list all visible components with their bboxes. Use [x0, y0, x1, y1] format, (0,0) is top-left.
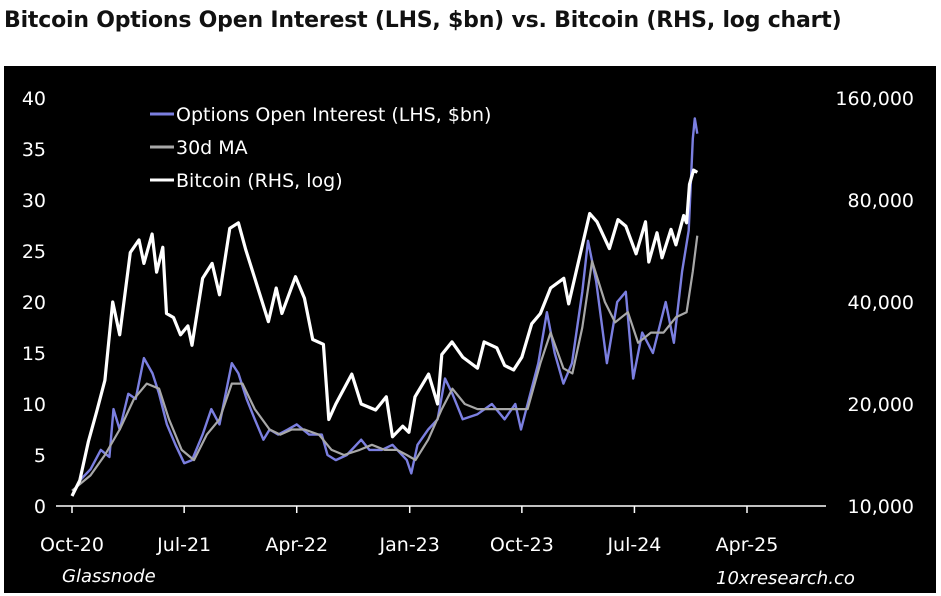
y-left-tick-label: 15 [22, 343, 46, 365]
bottom-axis: Oct-20 Jul-21 Apr-22 Jan-23 Oct-23 Jul-24 Apr-… [40, 505, 826, 556]
legend-label-ma: 30d MA [176, 137, 248, 159]
x-tick-label: Apr-22 [265, 534, 328, 556]
x-tick-label: Jan-23 [379, 534, 440, 556]
series-layer [70, 117, 699, 497]
y-left-tick-label: 25 [22, 241, 46, 263]
legend-label-btc: Bitcoin (RHS, log) [176, 170, 343, 192]
source-10xresearch: 10xresearch.co [716, 568, 855, 589]
x-tick-label: Oct-23 [490, 534, 554, 556]
y-left-tick-label: 20 [22, 292, 46, 314]
x-tick-label: Apr-25 [716, 534, 779, 556]
right-axis: 10,000 20,000 40,000 80,000 160,000 [835, 88, 914, 518]
x-tick-label: Jul-24 [606, 534, 661, 556]
y-left-tick-label: 0 [34, 496, 46, 518]
y-left-tick-label: 10 [22, 394, 46, 416]
legend-label-oi: Options Open Interest (LHS, $bn) [176, 104, 491, 126]
y-right-tick-label: 10,000 [848, 496, 914, 518]
series-line-30d-ma [71, 235, 699, 492]
legend-entry-btc: Bitcoin (RHS, log) [150, 170, 343, 192]
legend: Options Open Interest (LHS, $bn) 30d MA … [150, 104, 491, 192]
y-left-tick-label: 40 [22, 88, 46, 110]
chart-title: Bitcoin Options Open Interest (LHS, $bn)… [4, 8, 842, 33]
y-left-tick-label: 5 [34, 445, 46, 467]
y-left-tick-label: 35 [22, 139, 46, 161]
legend-entry-ma: 30d MA [150, 137, 248, 159]
x-tick-label: Jul-21 [156, 534, 211, 556]
chart-svg: 0 5 10 15 20 25 30 35 40 10,000 20,000 40,000 80,00… [22, 88, 914, 589]
chart-panel: 0 5 10 15 20 25 30 35 40 10,000 20,000 40,000 80,00… [4, 66, 936, 593]
y-right-tick-label: 40,000 [848, 292, 914, 314]
series-line-bitcoin [70, 168, 699, 497]
y-right-tick-label: 160,000 [835, 88, 914, 110]
left-axis: 0 5 10 15 20 25 30 35 40 [22, 88, 46, 518]
y-right-tick-label: 80,000 [848, 190, 914, 212]
legend-entry-oi: Options Open Interest (LHS, $bn) [150, 104, 491, 126]
x-tick-label: Oct-20 [40, 534, 104, 556]
y-left-tick-label: 30 [22, 190, 46, 212]
source-glassnode: Glassnode [62, 566, 156, 587]
y-right-tick-label: 20,000 [848, 394, 914, 416]
